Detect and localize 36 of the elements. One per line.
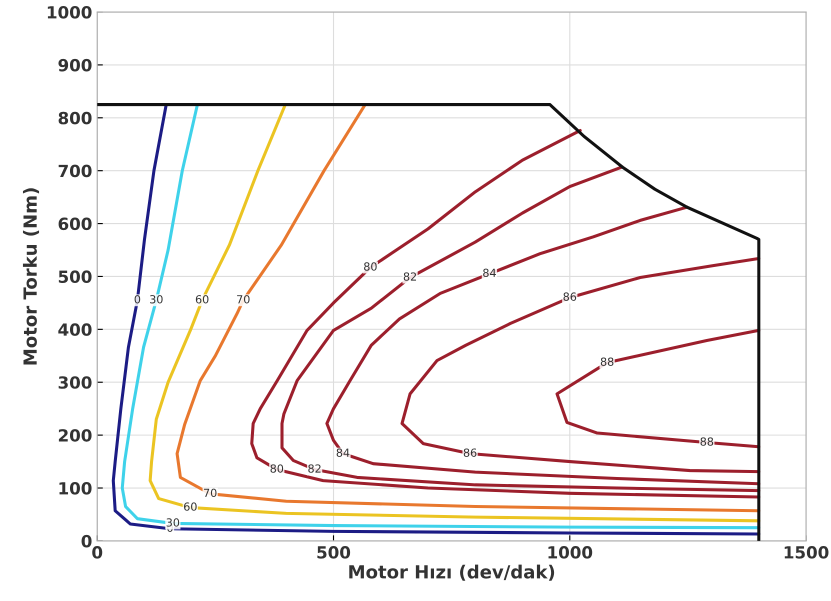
y-tick-label: 1000 <box>48 6 92 19</box>
series-label: 84 <box>336 448 350 457</box>
y-tick-label: 500 <box>58 270 92 284</box>
text: 60 <box>184 502 197 511</box>
y-tick-label: 300 <box>58 376 92 389</box>
y-tick-label: 600 <box>58 218 92 230</box>
line-series <box>400 256 760 474</box>
y-tick-label: 900 <box>58 58 92 72</box>
series-label: 88 <box>600 357 614 366</box>
x-axis-title: Motor Hızı (dev/dak) <box>349 564 554 581</box>
text: 84 <box>483 268 496 278</box>
series-label: 80 <box>270 464 284 473</box>
x-tick-label: 1500 <box>784 546 828 559</box>
line-series <box>325 206 760 486</box>
series-label: 82 <box>404 272 416 281</box>
y-tick-label: 0 <box>82 534 92 548</box>
y-tick-label: 200 <box>58 429 92 442</box>
x-tick-label: 1000 <box>548 546 592 559</box>
text: 70 <box>204 488 216 498</box>
series-label: 60 <box>196 295 208 304</box>
x-tick-label: 0 <box>92 546 102 559</box>
y-tick-label: 400 <box>58 323 92 336</box>
line-series <box>250 128 760 499</box>
x-tick-label: 500 <box>317 546 350 559</box>
series-label: 86 <box>464 448 476 457</box>
text: 80 <box>364 262 377 271</box>
series-label: 70 <box>237 295 250 304</box>
line-series <box>556 328 760 448</box>
text: 30 <box>150 295 163 304</box>
y-tick-label: 800 <box>58 112 92 124</box>
text: 86 <box>563 292 576 301</box>
y-axis-title: Motor Torku (Nm) <box>22 188 40 365</box>
text: 88 <box>700 437 714 446</box>
y-tick-label: 100 <box>59 482 92 495</box>
y-tick-label: 700 <box>58 164 92 178</box>
text: 82 <box>308 464 321 473</box>
